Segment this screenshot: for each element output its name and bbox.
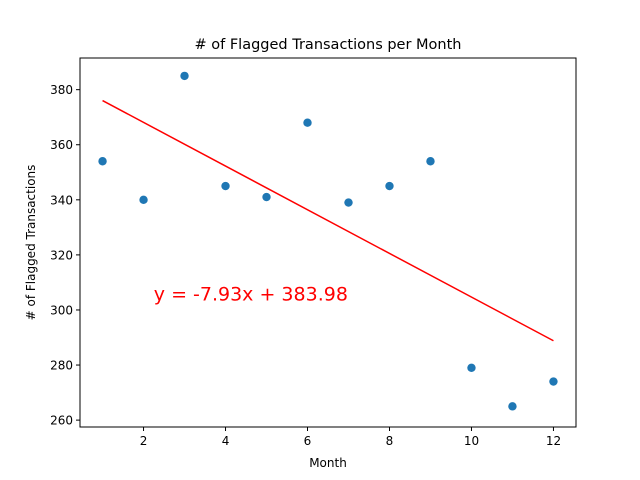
data-point <box>385 181 394 191</box>
data-point <box>549 377 558 386</box>
data-point <box>344 198 353 207</box>
x-tick-label: 4 <box>222 434 230 448</box>
data-point <box>221 181 230 191</box>
y-tick-label: 280 <box>50 359 73 373</box>
x-axis: 2 4 6 8 10 12 <box>140 427 561 448</box>
data-point <box>262 192 271 202</box>
trendline-equation: y = -7.93x + 383.98 <box>154 283 348 305</box>
data-point <box>467 363 476 372</box>
plot-area <box>98 71 558 411</box>
y-tick-label: 320 <box>50 248 73 262</box>
chart-title: # of Flagged Transactions per Month <box>195 37 462 53</box>
axes-frame <box>79 57 577 428</box>
data-point <box>303 118 312 127</box>
x-tick-label: 2 <box>140 434 148 448</box>
trendline <box>102 99 554 342</box>
y-tick-label: 300 <box>50 303 73 317</box>
data-point <box>508 402 517 411</box>
y-axis: 260 280 300 320 340 360 380 <box>50 83 80 428</box>
y-axis-label: # of Flagged Transactions <box>24 165 38 321</box>
data-point <box>180 71 189 81</box>
data-point <box>426 157 435 166</box>
x-axis-label: Month <box>309 456 347 470</box>
y-tick-label: 260 <box>50 414 73 428</box>
x-tick-label: 8 <box>386 434 394 448</box>
data-point <box>139 195 148 205</box>
y-tick-label: 340 <box>50 193 73 207</box>
data-point <box>98 157 107 166</box>
y-tick-label: 360 <box>50 138 73 152</box>
y-tick-label: 380 <box>50 83 73 97</box>
x-tick-label: 12 <box>546 434 561 448</box>
x-tick-label: 10 <box>464 434 479 448</box>
x-tick-label: 6 <box>304 434 312 448</box>
